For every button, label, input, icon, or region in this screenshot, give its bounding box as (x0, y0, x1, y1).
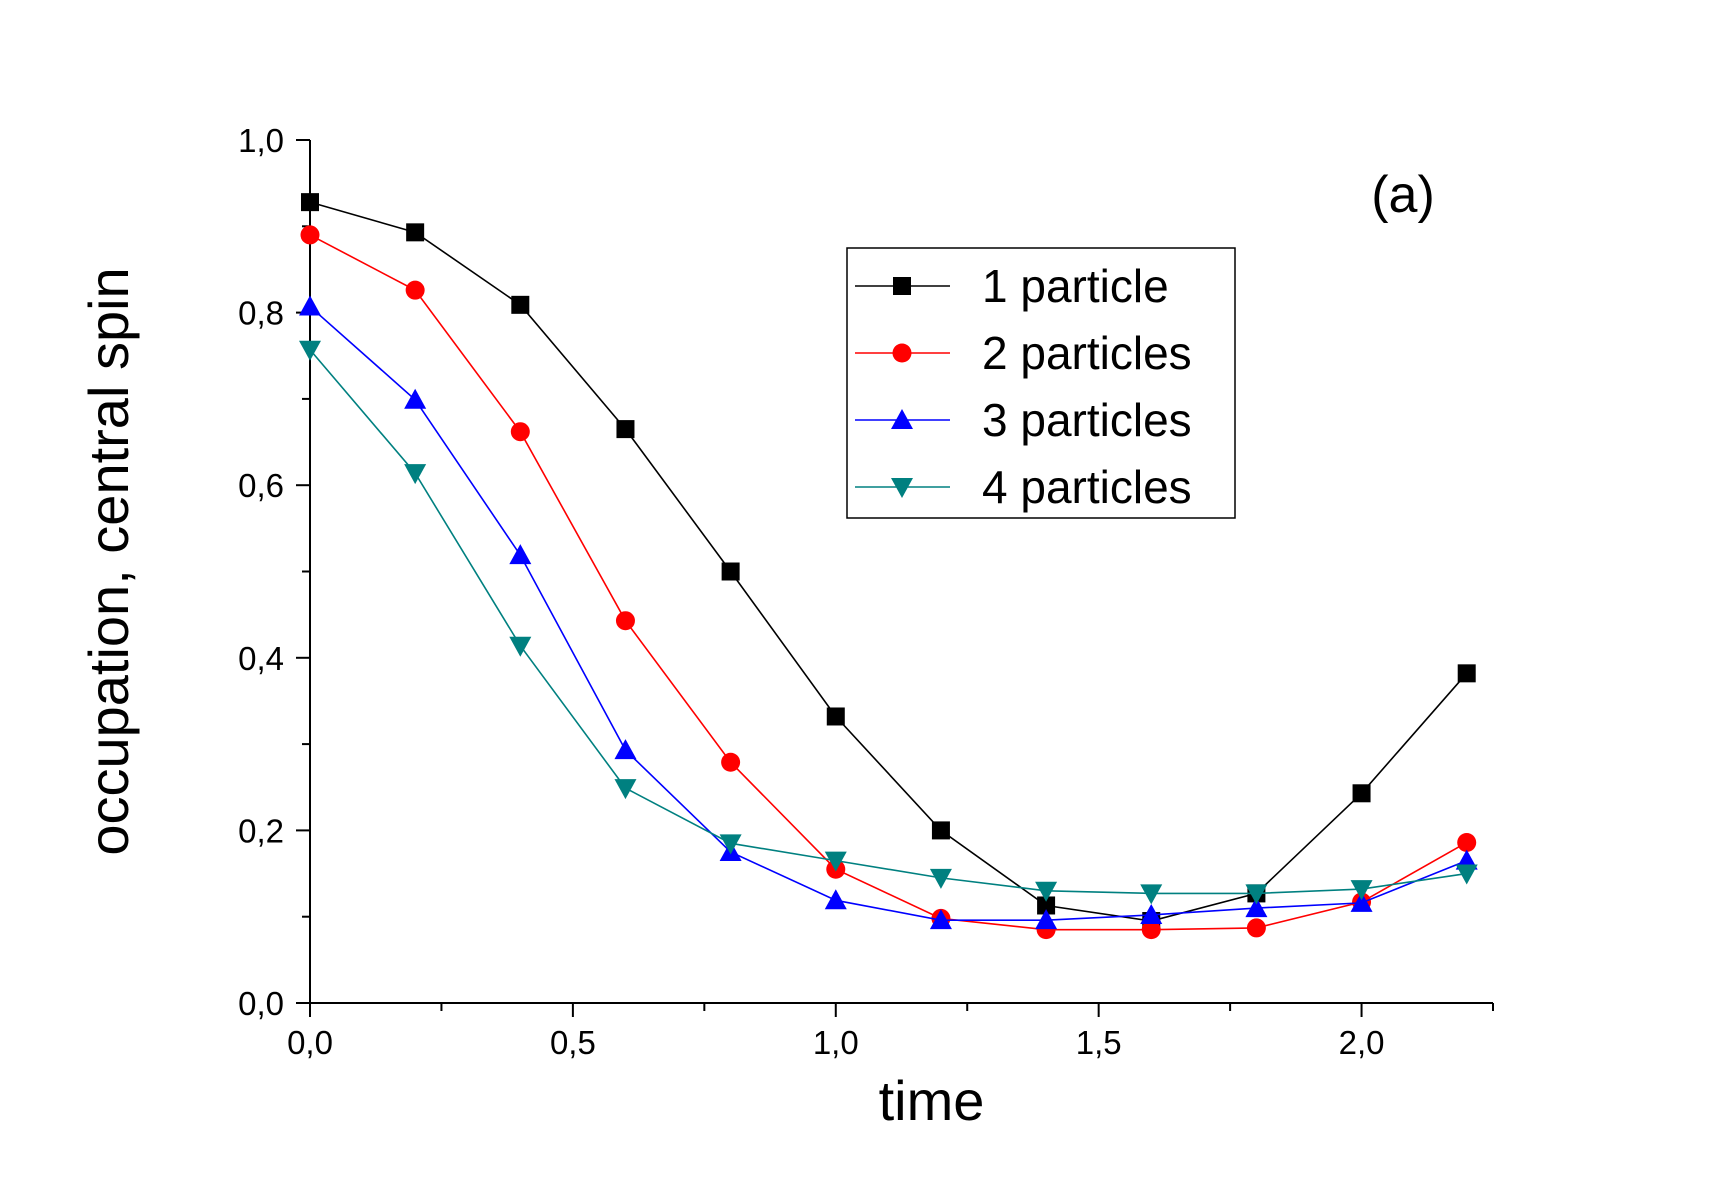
y-axis-title: occupation, central spin (77, 267, 140, 855)
series-line (309, 201, 1468, 922)
y-tick-label: 0,6 (238, 467, 284, 504)
data-point (1457, 832, 1477, 852)
data-point (614, 779, 637, 800)
panel-label: (a) (1371, 166, 1435, 224)
legend-box (846, 247, 1236, 519)
y-tick-label: 0,2 (238, 812, 284, 849)
data-point (719, 834, 742, 855)
data-point (721, 752, 741, 772)
data-point (1141, 920, 1161, 940)
data-point (1455, 864, 1478, 885)
y-tick-label: 0,4 (238, 640, 284, 677)
series-layer (299, 193, 1478, 940)
data-point (509, 636, 532, 657)
legend-marker (891, 478, 913, 498)
data-point (1035, 909, 1058, 930)
data-point (1035, 881, 1058, 902)
x-tick-label: 1,5 (1076, 1024, 1122, 1061)
data-point (1140, 903, 1163, 924)
legend-marker (891, 409, 913, 429)
data-point (1350, 891, 1373, 912)
data-point (826, 707, 845, 726)
data-point (824, 889, 847, 910)
y-tick-label: 0,0 (238, 985, 284, 1022)
series-line (309, 234, 1468, 931)
data-point (404, 388, 427, 409)
data-point (299, 295, 321, 316)
legend-label: 4 particles (982, 461, 1192, 513)
legend-marker (893, 277, 911, 295)
data-point (1037, 896, 1056, 915)
data-point (1245, 884, 1268, 905)
data-point (299, 340, 321, 361)
series-4 (299, 340, 1478, 905)
data-point (1352, 784, 1371, 803)
data-point (1140, 884, 1163, 905)
x-axis-title: time (879, 1069, 985, 1132)
data-point (300, 225, 320, 245)
data-point (1350, 880, 1373, 901)
x-tick-label: 1,0 (813, 1024, 859, 1061)
legend-item: 2 particles (855, 327, 1192, 379)
data-point (614, 739, 637, 760)
data-point (721, 562, 740, 581)
data-point (301, 193, 319, 212)
x-tick-label: 2,0 (1339, 1024, 1385, 1061)
data-point (929, 909, 952, 930)
series-line (309, 349, 1467, 895)
data-point (511, 295, 530, 314)
data-point (1457, 664, 1476, 683)
legend-item: 3 particles (855, 394, 1192, 446)
legend: 1 particle 2 particles 3 particles 4 partic… (846, 247, 1236, 519)
legend-item: 1 particle (855, 260, 1169, 312)
legend-item: 4 particles (855, 461, 1192, 513)
legend-label: 3 particles (982, 394, 1192, 446)
y-tick-label: 0,8 (238, 295, 284, 332)
legend-marker (892, 343, 912, 363)
legend-label: 2 particles (982, 327, 1192, 379)
x-tick-label: 0,5 (550, 1024, 596, 1061)
data-point (931, 821, 950, 840)
data-point (510, 422, 530, 442)
data-point (1245, 897, 1268, 918)
data-point (404, 464, 427, 485)
data-point (615, 611, 635, 631)
x-tick-label: 0,0 (287, 1024, 333, 1061)
series-line (309, 305, 1468, 921)
data-point (929, 868, 952, 889)
data-point (405, 280, 425, 300)
data-point (1246, 918, 1266, 938)
legend-label: 1 particle (982, 260, 1169, 312)
data-point (616, 420, 635, 439)
y-tick-label: 1,0 (238, 122, 284, 159)
data-point (824, 851, 847, 872)
data-point (509, 544, 532, 565)
data-point (406, 223, 425, 242)
axes: 0,0 0,5 1,0 1,5 2,0 0,0 0,2 0,4 0,6 0,8 1,0 (238, 122, 1494, 1061)
